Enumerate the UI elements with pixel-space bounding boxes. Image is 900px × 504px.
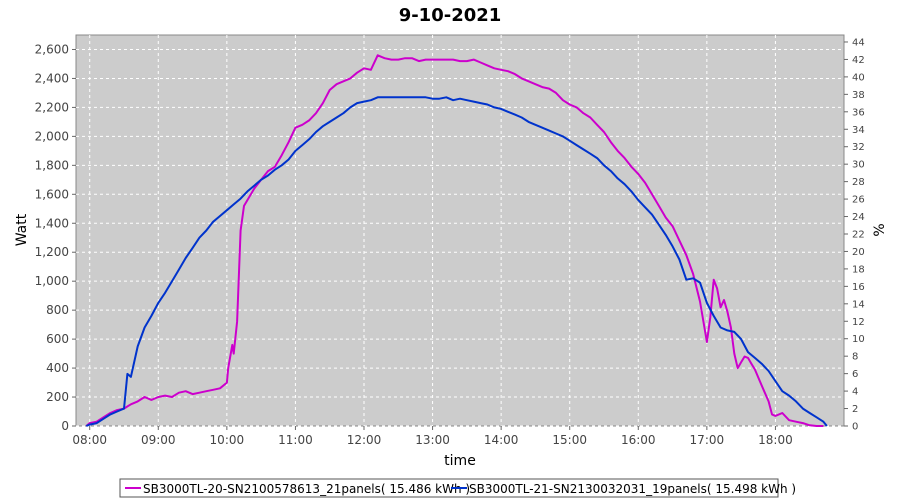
x-tick-label: 12:00 <box>347 433 382 447</box>
y2-tick-label: 28 <box>852 177 865 188</box>
y2-tick-label: 32 <box>852 142 865 153</box>
x-tick-label: 16:00 <box>621 433 656 447</box>
legend-label-series-2: SB3000TL-21-SN2130032031_19panels( 15.49… <box>469 482 796 496</box>
x-tick-label: 14:00 <box>484 433 519 447</box>
legend: SB3000TL-20-SN2100578613_21panels( 15.48… <box>119 478 796 498</box>
y-tick-label: 400 <box>46 361 69 375</box>
y2-tick-label: 44 <box>852 37 865 48</box>
x-tick-label: 08:00 <box>72 433 107 447</box>
y-tick-label: 2,600 <box>35 42 69 56</box>
y-tick-label: 2,200 <box>35 100 69 114</box>
x-tick-label: 10:00 <box>210 433 245 447</box>
y2-tick-label: 38 <box>852 90 865 101</box>
y-tick-label: 2,000 <box>35 129 69 143</box>
y2-tick-label: 2 <box>852 404 858 415</box>
y2-tick-label: 6 <box>852 369 858 380</box>
y2-tick-label: 34 <box>852 125 865 136</box>
y2-tick-label: 22 <box>852 229 865 240</box>
grid-lines <box>76 35 844 427</box>
plot-area <box>75 34 845 427</box>
y2-tick-label: 20 <box>852 247 865 258</box>
y2-tick-label: 36 <box>852 107 865 118</box>
series-line-1 <box>85 54 824 427</box>
series-lines <box>85 54 828 427</box>
legend-box <box>119 478 779 498</box>
y-tick-label: 1,400 <box>35 216 69 230</box>
y2-tick-label: 12 <box>852 317 865 328</box>
x-tick-label: 17:00 <box>690 433 725 447</box>
series-line-2 <box>85 96 828 427</box>
y-tick-label: 800 <box>46 303 69 317</box>
y2-axis-title: % <box>872 223 888 236</box>
legend-label-series-1: SB3000TL-20-SN2100578613_21panels( 15.48… <box>143 482 470 496</box>
x-axis-title: time <box>444 453 476 469</box>
x-tick-label: 09:00 <box>141 433 176 447</box>
x-axis: 08:00 09:00 10:00 11:00 12:00 13:00 14:00 15:00… <box>72 426 793 447</box>
y-tick-label: 1,600 <box>35 187 69 201</box>
y-tick-label: 1,800 <box>35 158 69 172</box>
x-tick-label: 18:00 <box>758 433 793 447</box>
y-tick-label: 200 <box>46 390 69 404</box>
y2-tick-label: 10 <box>852 334 865 345</box>
y2-tick-label: 26 <box>852 195 865 206</box>
y-tick-label: 0 <box>61 419 69 433</box>
y-axis-title: Watt <box>14 213 30 246</box>
y-tick-label: 1,000 <box>35 274 69 288</box>
y-tick-label: 600 <box>46 332 69 346</box>
y-tick-label: 2,400 <box>35 71 69 85</box>
y-axis-left: 0 200 400 600 800 1,000 1,200 1,400 1,600 1,800 2,… <box>35 42 76 433</box>
y2-tick-label: 24 <box>852 212 865 223</box>
y2-tick-label: 14 <box>852 299 865 310</box>
y-tick-label: 1,200 <box>35 245 69 259</box>
y2-tick-label: 16 <box>852 282 865 293</box>
y2-tick-label: 8 <box>852 352 858 363</box>
y2-tick-label: 42 <box>852 55 865 66</box>
y2-tick-label: 30 <box>852 160 865 171</box>
x-tick-label: 15:00 <box>552 433 587 447</box>
y2-tick-label: 0 <box>852 422 858 433</box>
y2-tick-label: 4 <box>852 387 858 398</box>
y-axis-right: 0246810121416182022242628303234363840424… <box>844 37 865 433</box>
x-tick-label: 11:00 <box>278 433 313 447</box>
chart-title: 9-10-2021 <box>399 5 502 26</box>
x-tick-label: 13:00 <box>415 433 450 447</box>
y2-tick-label: 18 <box>852 264 865 275</box>
y2-tick-label: 40 <box>852 72 865 83</box>
